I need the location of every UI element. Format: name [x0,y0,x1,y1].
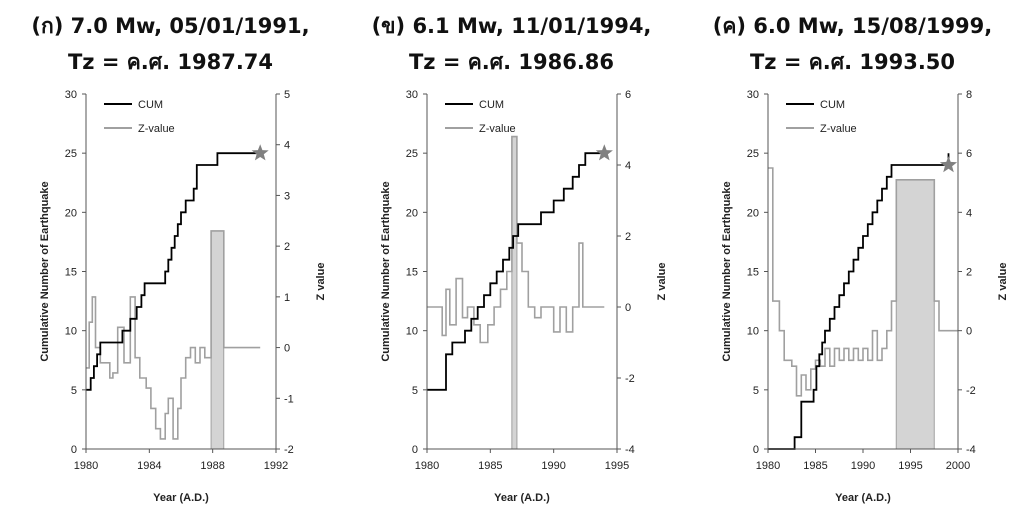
x-tick-label: 1995 [898,460,922,472]
tz-shaded-bar [895,179,935,450]
x-tick-label: 1985 [478,460,502,472]
y2-tick-label: 0 [284,343,290,355]
y-tick-label: 30 [65,89,77,101]
y2-tick-label: -4 [625,444,635,456]
y-tick-label: 15 [65,267,77,279]
y2-tick-label: 0 [625,302,631,314]
y-tick-label: 20 [406,207,418,219]
mainshock-star-icon [251,144,269,161]
y-tick-label: 10 [65,326,77,338]
y-tick-label: 15 [406,267,418,279]
legend-label-zvalue: Z-value [820,123,857,135]
y2-tick-label: 4 [625,160,631,172]
cum-line [768,153,950,450]
x-tick-label: 1980 [74,460,98,472]
y2-tick-label: 2 [625,231,631,243]
x-tick-label: 1988 [200,460,224,472]
y-tick-label: 25 [747,148,759,160]
y2-axis-label: Z value [315,263,327,301]
y-tick-label: 5 [753,385,759,397]
mainshock-star-icon [595,144,613,161]
x-tick-label: 1990 [851,460,875,472]
y-tick-label: 15 [747,267,759,279]
y2-tick-label: -4 [966,444,976,456]
x-axis-label: Year (A.D.) [153,492,209,504]
x-tick-label: 1990 [541,460,565,472]
chart-title-line1: (ก) 7.0 Mw, 05/01/1991, [31,14,310,38]
y-tick-label: 25 [406,148,418,160]
legend-label-cum: CUM [820,99,845,111]
y2-tick-label: -1 [284,393,294,405]
y2-tick-label: -2 [966,385,976,397]
y-tick-label: 0 [412,444,418,456]
x-tick-label: 1995 [605,460,629,472]
x-tick-label: 1985 [803,460,827,472]
x-axis-label: Year (A.D.) [494,492,550,504]
x-tick-label: 1980 [415,460,439,472]
y-tick-label: 5 [412,385,418,397]
y-tick-label: 0 [71,444,77,456]
y-tick-label: 20 [65,207,77,219]
y2-tick-label: 6 [625,89,631,101]
y-tick-label: 5 [71,385,77,397]
y-tick-label: 10 [406,326,418,338]
y2-tick-label: 4 [284,140,290,152]
y-tick-label: 30 [406,89,418,101]
y2-tick-label: 6 [966,148,972,160]
chart-panel-b: (ข) 6.1 Mw, 11/01/1994, Tz = ค.ศ. 1986.8… [341,0,682,526]
tz-shaded-bar [210,230,225,450]
y-tick-label: 20 [747,207,759,219]
y2-tick-label: -2 [284,444,294,456]
chart-title-line2: Tz = ค.ศ. 1987.74 [67,50,274,74]
y-tick-label: 25 [65,148,77,160]
y-tick-label: 30 [747,89,759,101]
x-tick-label: 1980 [756,460,780,472]
y2-axis-label: Z value [656,263,668,301]
cum-line [86,152,261,391]
y2-tick-label: 4 [966,207,972,219]
x-tick-label: 1984 [137,460,161,472]
y2-tick-label: 5 [284,89,290,101]
y-axis-label: Cumulative Number of Earthquake [380,181,392,361]
y2-tick-label: 3 [284,190,290,202]
cum-line [427,152,605,391]
legend-label-cum: CUM [479,99,504,111]
y-tick-label: 10 [747,326,759,338]
chart-svg-a: 0 5 10 15 20 25 30 -2 -1 0 1 2 3 4 5 1980 1984 1988 1992 Ye… [39,89,327,504]
y2-tick-label: 1 [284,292,290,304]
chart-panel-c: (ค) 6.0 Mw, 15/08/1999, Tz = ค.ศ. 1993.5… [682,0,1023,526]
y-tick-label: 0 [753,444,759,456]
chart-title-line1: (ค) 6.0 Mw, 15/08/1999, [712,14,993,38]
chart-title-line1: (ข) 6.1 Mw, 11/01/1994, [371,14,652,38]
x-tick-label: 2000 [946,460,970,472]
legend-label-cum: CUM [138,99,163,111]
chart-title-line2: Tz = ค.ศ. 1993.50 [749,50,956,74]
x-axis-label: Year (A.D.) [835,492,891,504]
chart-svg-c: 0 5 10 15 20 25 30 -4 -2 0 2 4 6 8 1980 1985 1990 1995 200… [721,89,1009,504]
z-value-line [768,167,958,397]
y2-tick-label: -2 [625,373,635,385]
y-axis-label: Cumulative Number of Earthquake [721,181,733,361]
y2-tick-label: 2 [284,241,290,253]
z-value-line [86,230,261,440]
y2-axis-label: Z value [997,263,1009,301]
chart-title-line2: Tz = ค.ศ. 1986.86 [408,50,615,74]
chart-panel-a: (ก) 7.0 Mw, 05/01/1991, Tz = ค.ศ. 1987.7… [0,0,341,526]
legend-label-zvalue: Z-value [479,123,516,135]
legend-label-zvalue: Z-value [138,123,175,135]
mainshock-star-icon [939,156,958,173]
chart-svg-b: 0 5 10 15 20 25 30 -4 -2 0 2 4 6 1980 1985 1990 1995 Year… [380,89,668,504]
y2-tick-label: 0 [966,326,972,338]
y2-tick-label: 8 [966,89,972,101]
y2-tick-label: 2 [966,267,972,279]
x-tick-label: 1992 [264,460,288,472]
z-value-line [427,135,605,344]
y-axis-label: Cumulative Number of Earthquake [39,181,51,361]
